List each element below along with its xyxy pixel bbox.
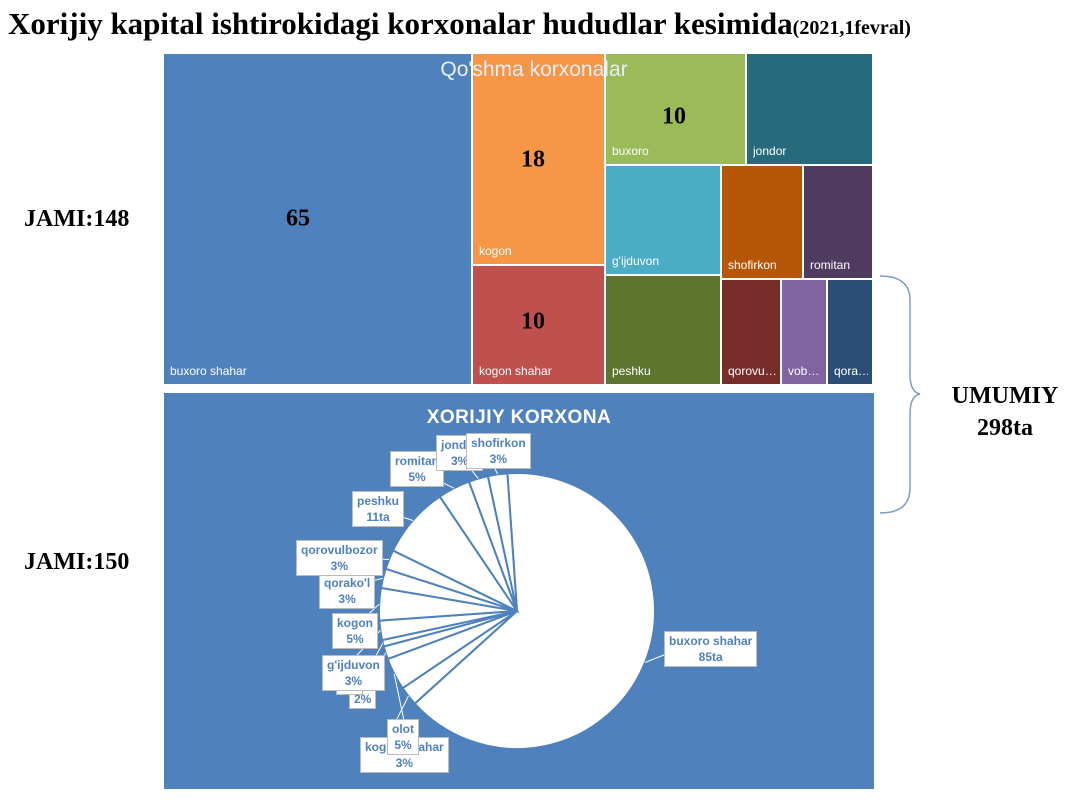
treemap-tile-value: 65 bbox=[286, 205, 310, 232]
pie-label-name: kogon bbox=[337, 616, 373, 630]
treemap-tile-label: kogon shahar bbox=[479, 364, 552, 378]
treemap-tile: jondor bbox=[747, 54, 874, 166]
page-title: Xorijiy kapital ishtirokidagi korxonalar… bbox=[8, 6, 911, 42]
treemap-chart: buxoro shahar 65 kogon 18 kogon shahar 10 buxo… bbox=[164, 54, 874, 386]
pie-chart-panel: XORIJIY KORXONA buxoro shahar 85ta kogon s… bbox=[164, 393, 874, 789]
pie-label-name: peshku bbox=[357, 494, 400, 508]
treemap-tile-value: 10 bbox=[662, 103, 686, 130]
page-title-sub: (2021,1fevral) bbox=[792, 17, 911, 39]
treemap-tile: buxoro 10 bbox=[606, 54, 747, 166]
pie-label-value: 2% bbox=[354, 692, 372, 706]
pie-label-name: qorako'l bbox=[324, 576, 371, 590]
pie-chart bbox=[315, 448, 685, 754]
pie-label-name: g'ijduvon bbox=[327, 658, 380, 672]
treemap-tile: kogon 18 bbox=[473, 54, 606, 266]
pie-label-value: 3% bbox=[489, 452, 507, 466]
curly-brace bbox=[879, 275, 920, 514]
grand-total-label: UMUMIY bbox=[951, 383, 1059, 409]
treemap-tile-label: peshku bbox=[612, 364, 651, 378]
pie-data-label: qorovulbozor 3% bbox=[296, 540, 383, 576]
treemap-tile-value: 18 bbox=[521, 146, 545, 173]
treemap-tile-label: qora… bbox=[834, 364, 868, 378]
pie-label-value: 5% bbox=[346, 632, 364, 646]
pie-label-name: romitan bbox=[395, 454, 440, 468]
pie-data-label: buxoro shahar 85ta bbox=[664, 631, 758, 667]
treemap-tile: buxoro shahar 65 bbox=[164, 54, 473, 386]
pie-label-value: 5% bbox=[408, 470, 426, 484]
pie-label-value: 3% bbox=[450, 454, 469, 468]
pie-data-label: olot 5% bbox=[387, 719, 419, 755]
treemap-tile-label: jondor bbox=[753, 144, 787, 158]
treemap-tile-label: buxoro shahar bbox=[170, 364, 247, 378]
pie-label-name: shofirkon bbox=[471, 436, 526, 450]
pie-label-value: 3% bbox=[330, 559, 348, 573]
treemap-tile-label: buxoro bbox=[612, 144, 649, 158]
pie-label-value: 85ta bbox=[698, 650, 723, 664]
pie-label-name: olot bbox=[392, 722, 414, 736]
pie-label-value: 5% bbox=[394, 738, 412, 752]
treemap-tile: peshku bbox=[606, 276, 722, 386]
treemap-tile-label: vob… bbox=[788, 364, 820, 378]
pie-data-label: kogon 5% bbox=[332, 613, 378, 649]
treemap-tile-label: g'ijduvon bbox=[612, 254, 659, 268]
treemap-tile: vob… bbox=[782, 280, 828, 386]
treemap-tile-label: qorovu… bbox=[728, 364, 776, 378]
pie-data-label: g'ijduvon 3% bbox=[322, 655, 385, 691]
pie-label-value: 3% bbox=[395, 756, 414, 770]
pie-label-name: buxoro shahar bbox=[669, 634, 753, 648]
treemap-tile: qora… bbox=[828, 280, 874, 386]
treemap-tile: kogon shahar 10 bbox=[473, 266, 606, 386]
pie-title: XORIJIY KORXONA bbox=[426, 407, 612, 428]
treemap-tile: g'ijduvon bbox=[606, 166, 722, 276]
treemap-tile: romitan bbox=[804, 166, 874, 280]
treemap-tile-value: 10 bbox=[521, 308, 545, 335]
pie-label-value: 3% bbox=[338, 592, 356, 606]
pie-data-label: qorako'l 3% bbox=[319, 573, 376, 609]
pie-label-value: 3% bbox=[344, 674, 363, 688]
treemap-tile-label: kogon bbox=[479, 244, 512, 258]
grand-total-value: 298ta bbox=[977, 415, 1033, 441]
treemap-tile-label: shofirkon bbox=[728, 258, 777, 272]
pie-data-label: romitan 5% bbox=[390, 451, 445, 487]
treemap-tile-label: romitan bbox=[810, 258, 851, 272]
treemap-tile: qorovu… bbox=[722, 280, 782, 386]
pie-total-label: JAMI:150 bbox=[24, 549, 130, 575]
page-title-main: Xorijiy kapital ishtirokidagi korxonalar… bbox=[8, 6, 793, 41]
pie-label-name: qorovulbozor bbox=[301, 543, 378, 557]
grand-total: UMUMIY 298ta bbox=[930, 380, 1080, 444]
treemap-tile: shofirkon bbox=[722, 166, 804, 280]
treemap-total-label: JAMI:148 bbox=[24, 206, 130, 232]
pie-label-value: 11ta bbox=[366, 510, 390, 524]
pie-data-label: peshku 11ta bbox=[352, 491, 405, 527]
pie-data-label: shofirkon 3% bbox=[466, 433, 531, 469]
